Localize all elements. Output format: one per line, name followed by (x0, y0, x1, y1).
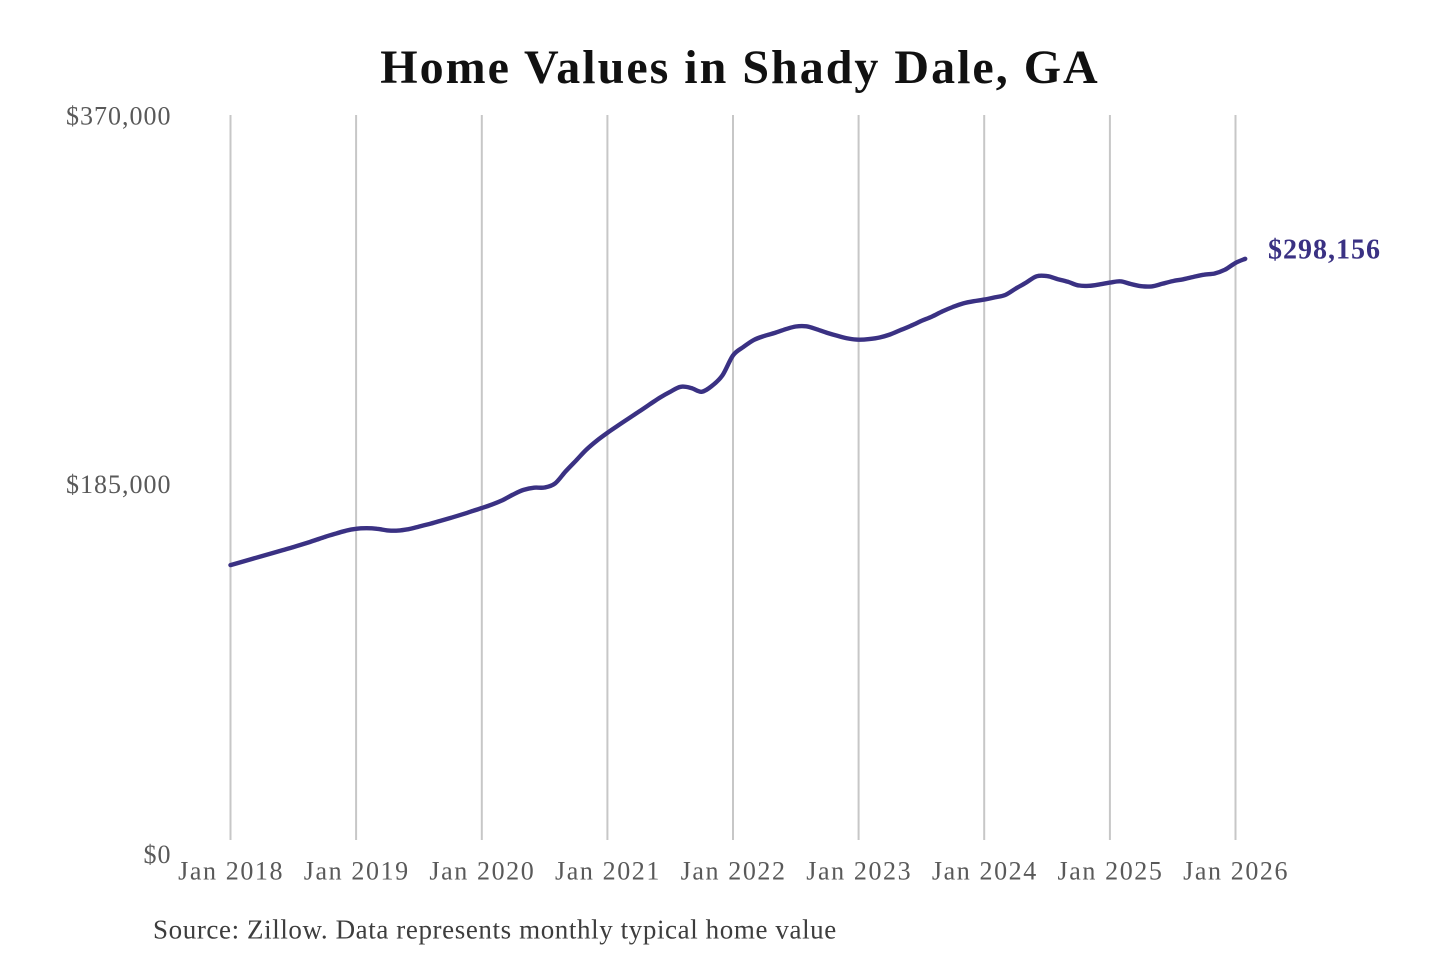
svg-text:Jan 2018: Jan 2018 (178, 857, 284, 886)
svg-text:$298,156: $298,156 (1268, 235, 1381, 266)
svg-text:$0: $0 (144, 840, 172, 869)
svg-text:$185,000: $185,000 (66, 470, 172, 499)
svg-text:Source: Zillow. Data represent: Source: Zillow. Data represents monthly … (153, 915, 837, 945)
svg-text:Jan 2026: Jan 2026 (1183, 857, 1289, 886)
svg-text:Jan 2022: Jan 2022 (681, 857, 787, 886)
svg-text:$370,000: $370,000 (66, 101, 172, 130)
svg-text:Home Values in Shady Dale, GA: Home Values in Shady Dale, GA (380, 41, 1099, 94)
svg-text:Jan 2023: Jan 2023 (806, 857, 912, 886)
svg-text:Jan 2025: Jan 2025 (1058, 857, 1164, 886)
svg-text:Jan 2021: Jan 2021 (555, 857, 661, 886)
svg-text:Jan 2020: Jan 2020 (429, 857, 535, 886)
svg-text:Jan 2024: Jan 2024 (932, 857, 1038, 886)
svg-text:Jan 2019: Jan 2019 (304, 857, 410, 886)
